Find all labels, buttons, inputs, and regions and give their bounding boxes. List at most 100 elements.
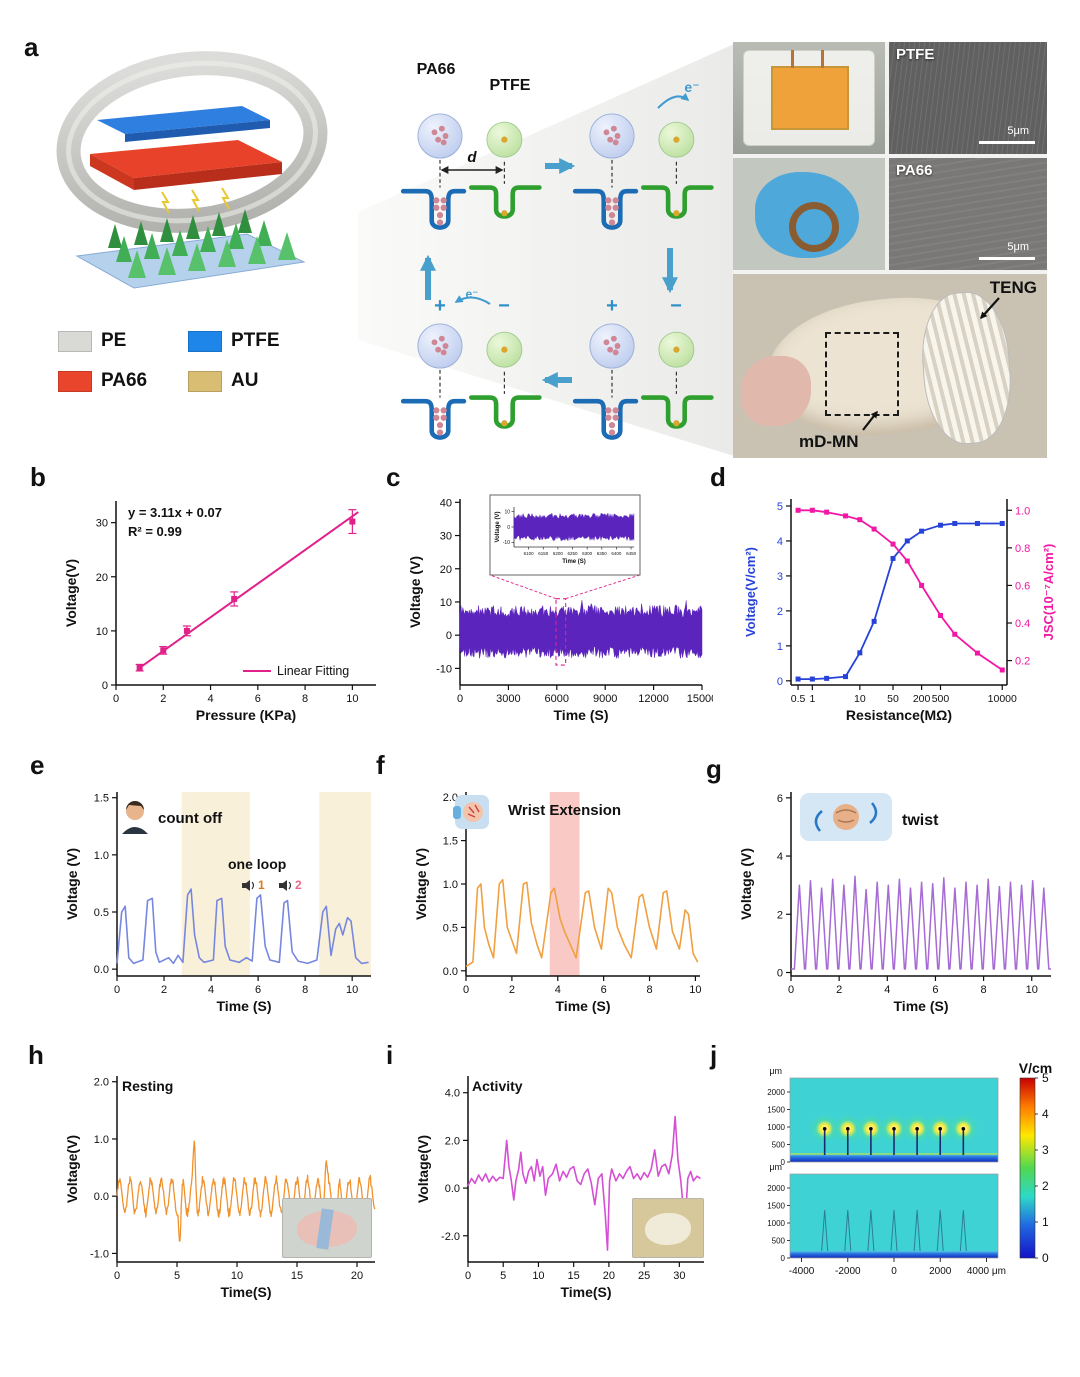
svg-text:Time(S): Time(S) xyxy=(220,1284,271,1300)
svg-text:0.2: 0.2 xyxy=(1015,656,1030,668)
svg-text:2000: 2000 xyxy=(929,1266,952,1277)
teng-label: TENG xyxy=(989,278,1037,297)
svg-text:8: 8 xyxy=(302,984,308,996)
svg-text:0.4: 0.4 xyxy=(1015,618,1030,630)
speaker-icon xyxy=(279,879,292,891)
svg-text:3: 3 xyxy=(777,571,783,583)
svg-text:2: 2 xyxy=(509,984,515,996)
svg-text:10: 10 xyxy=(1026,984,1038,996)
svg-text:1.0: 1.0 xyxy=(94,1134,109,1146)
svg-text:3000: 3000 xyxy=(496,693,520,705)
spark-icon xyxy=(221,187,230,210)
svg-text:Time(S): Time(S) xyxy=(560,1284,611,1300)
svg-text:Pressure (KPa): Pressure (KPa) xyxy=(196,707,296,723)
glove-photo xyxy=(733,158,885,270)
svg-text:0.0: 0.0 xyxy=(94,1191,109,1203)
svg-text:4: 4 xyxy=(208,984,214,996)
svg-text:500: 500 xyxy=(772,1236,786,1245)
svg-text:Voltage (V): Voltage (V) xyxy=(738,848,754,920)
pa66-label: PA66 xyxy=(417,61,456,78)
svg-text:Voltage(V/cm²): Voltage(V/cm²) xyxy=(743,547,758,637)
svg-text:1.0: 1.0 xyxy=(1015,505,1030,517)
svg-text:10: 10 xyxy=(854,693,866,705)
panel-label-g: g xyxy=(706,754,722,784)
svg-text:10: 10 xyxy=(532,1270,544,1282)
svg-text:Time (S): Time (S) xyxy=(217,998,272,1014)
svg-text:15000: 15000 xyxy=(687,693,713,705)
svg-text:1.5: 1.5 xyxy=(94,793,109,805)
spark-icon xyxy=(191,189,200,212)
material-legend: PE PTFE PA66 AU xyxy=(58,330,338,392)
legend-label-ptfe: PTFE xyxy=(231,330,280,351)
svg-text:0: 0 xyxy=(463,984,469,996)
svg-text:8: 8 xyxy=(981,984,987,996)
svg-text:2: 2 xyxy=(1042,1179,1049,1193)
svg-text:200: 200 xyxy=(913,693,931,705)
svg-text:8: 8 xyxy=(302,693,308,705)
svg-text:0: 0 xyxy=(465,1270,471,1282)
svg-text:10: 10 xyxy=(689,984,701,996)
svg-text:10: 10 xyxy=(504,509,510,515)
svg-text:0.0: 0.0 xyxy=(94,964,109,976)
svg-text:2: 2 xyxy=(777,909,783,921)
svg-text:10: 10 xyxy=(96,626,108,638)
svg-text:JSC(10⁻⁷A/cm²): JSC(10⁻⁷A/cm²) xyxy=(1041,544,1056,641)
mdmn-arrow xyxy=(862,410,878,431)
svg-text:20: 20 xyxy=(96,572,108,584)
svg-text:6250: 6250 xyxy=(568,551,579,556)
sem-image-ptfe: PTFE 5μm xyxy=(889,42,1047,154)
svg-text:1000: 1000 xyxy=(767,1123,785,1132)
svg-text:10: 10 xyxy=(231,1270,243,1282)
wrist-extension-label: Wrist Extension xyxy=(508,802,622,819)
chart-h-resting: 0 5 10 15 20 -1.0 0.0 1.0 2.0 Time(S) Voltage(V) xyxy=(64,1076,376,1300)
device-photo xyxy=(733,42,885,154)
chart-d-resistance: 0.5 1 10 50 200 500 100000123450.20.40.60.81.0… xyxy=(743,499,1056,723)
svg-text:-2000: -2000 xyxy=(835,1266,861,1277)
minus-sign-bl: − xyxy=(498,295,510,317)
svg-text:6: 6 xyxy=(255,984,261,996)
person-icon xyxy=(122,801,148,834)
svg-text:6300: 6300 xyxy=(582,551,593,556)
state-contact xyxy=(575,114,711,228)
one-loop-label: one loop xyxy=(228,856,287,872)
legend-item-pa66: PA66 xyxy=(58,370,188,392)
legend-label-pa66: PA66 xyxy=(101,370,148,391)
svg-text:1.0: 1.0 xyxy=(443,879,458,891)
svg-text:1500: 1500 xyxy=(767,1201,785,1210)
svg-text:2: 2 xyxy=(160,693,166,705)
plus-sign-bl: + xyxy=(434,295,446,317)
legend-swatch-ptfe xyxy=(188,330,222,352)
legend-item-ptfe: PTFE xyxy=(188,330,318,352)
legend-item-au: AU xyxy=(188,370,318,392)
svg-text:Voltage (V): Voltage (V) xyxy=(408,556,423,628)
panel-label-j: j xyxy=(710,1040,718,1070)
microneedle-row-front xyxy=(128,232,296,278)
svg-text:6: 6 xyxy=(777,793,783,805)
speaker-2-number: 2 xyxy=(295,878,302,892)
svg-text:2: 2 xyxy=(836,984,842,996)
svg-text:4: 4 xyxy=(1042,1107,1049,1121)
svg-text:Time (S): Time (S) xyxy=(562,559,586,565)
legend-label-pe: PE xyxy=(101,330,127,351)
sem-image-pa66: PA66 5μm xyxy=(889,158,1047,270)
ptfe-label: PTFE xyxy=(490,77,531,94)
speaker-1-number: 1 xyxy=(258,878,265,892)
svg-text:2000: 2000 xyxy=(767,1088,785,1097)
svg-text:6400: 6400 xyxy=(611,551,622,556)
pa66-layer xyxy=(90,140,282,178)
svg-text:4: 4 xyxy=(555,984,561,996)
legend-swatch-au xyxy=(188,370,222,392)
speaker-icon xyxy=(242,879,255,891)
svg-text:6: 6 xyxy=(255,693,261,705)
svg-text:8: 8 xyxy=(646,984,652,996)
count-off-label: count off xyxy=(158,810,223,827)
svg-text:Voltage (V): Voltage (V) xyxy=(495,512,501,543)
plus-sign-br: + xyxy=(606,295,618,317)
microneedle-row-back xyxy=(108,209,252,248)
photo-panel: PTFE 5μm PA66 5μm TENG mD-MN xyxy=(733,42,1047,458)
svg-text:10: 10 xyxy=(346,693,358,705)
scale-bar xyxy=(979,257,1035,260)
svg-text:2.0: 2.0 xyxy=(445,1135,460,1147)
microneedle-row-mid xyxy=(116,220,272,262)
svg-text:0: 0 xyxy=(1042,1251,1049,1265)
